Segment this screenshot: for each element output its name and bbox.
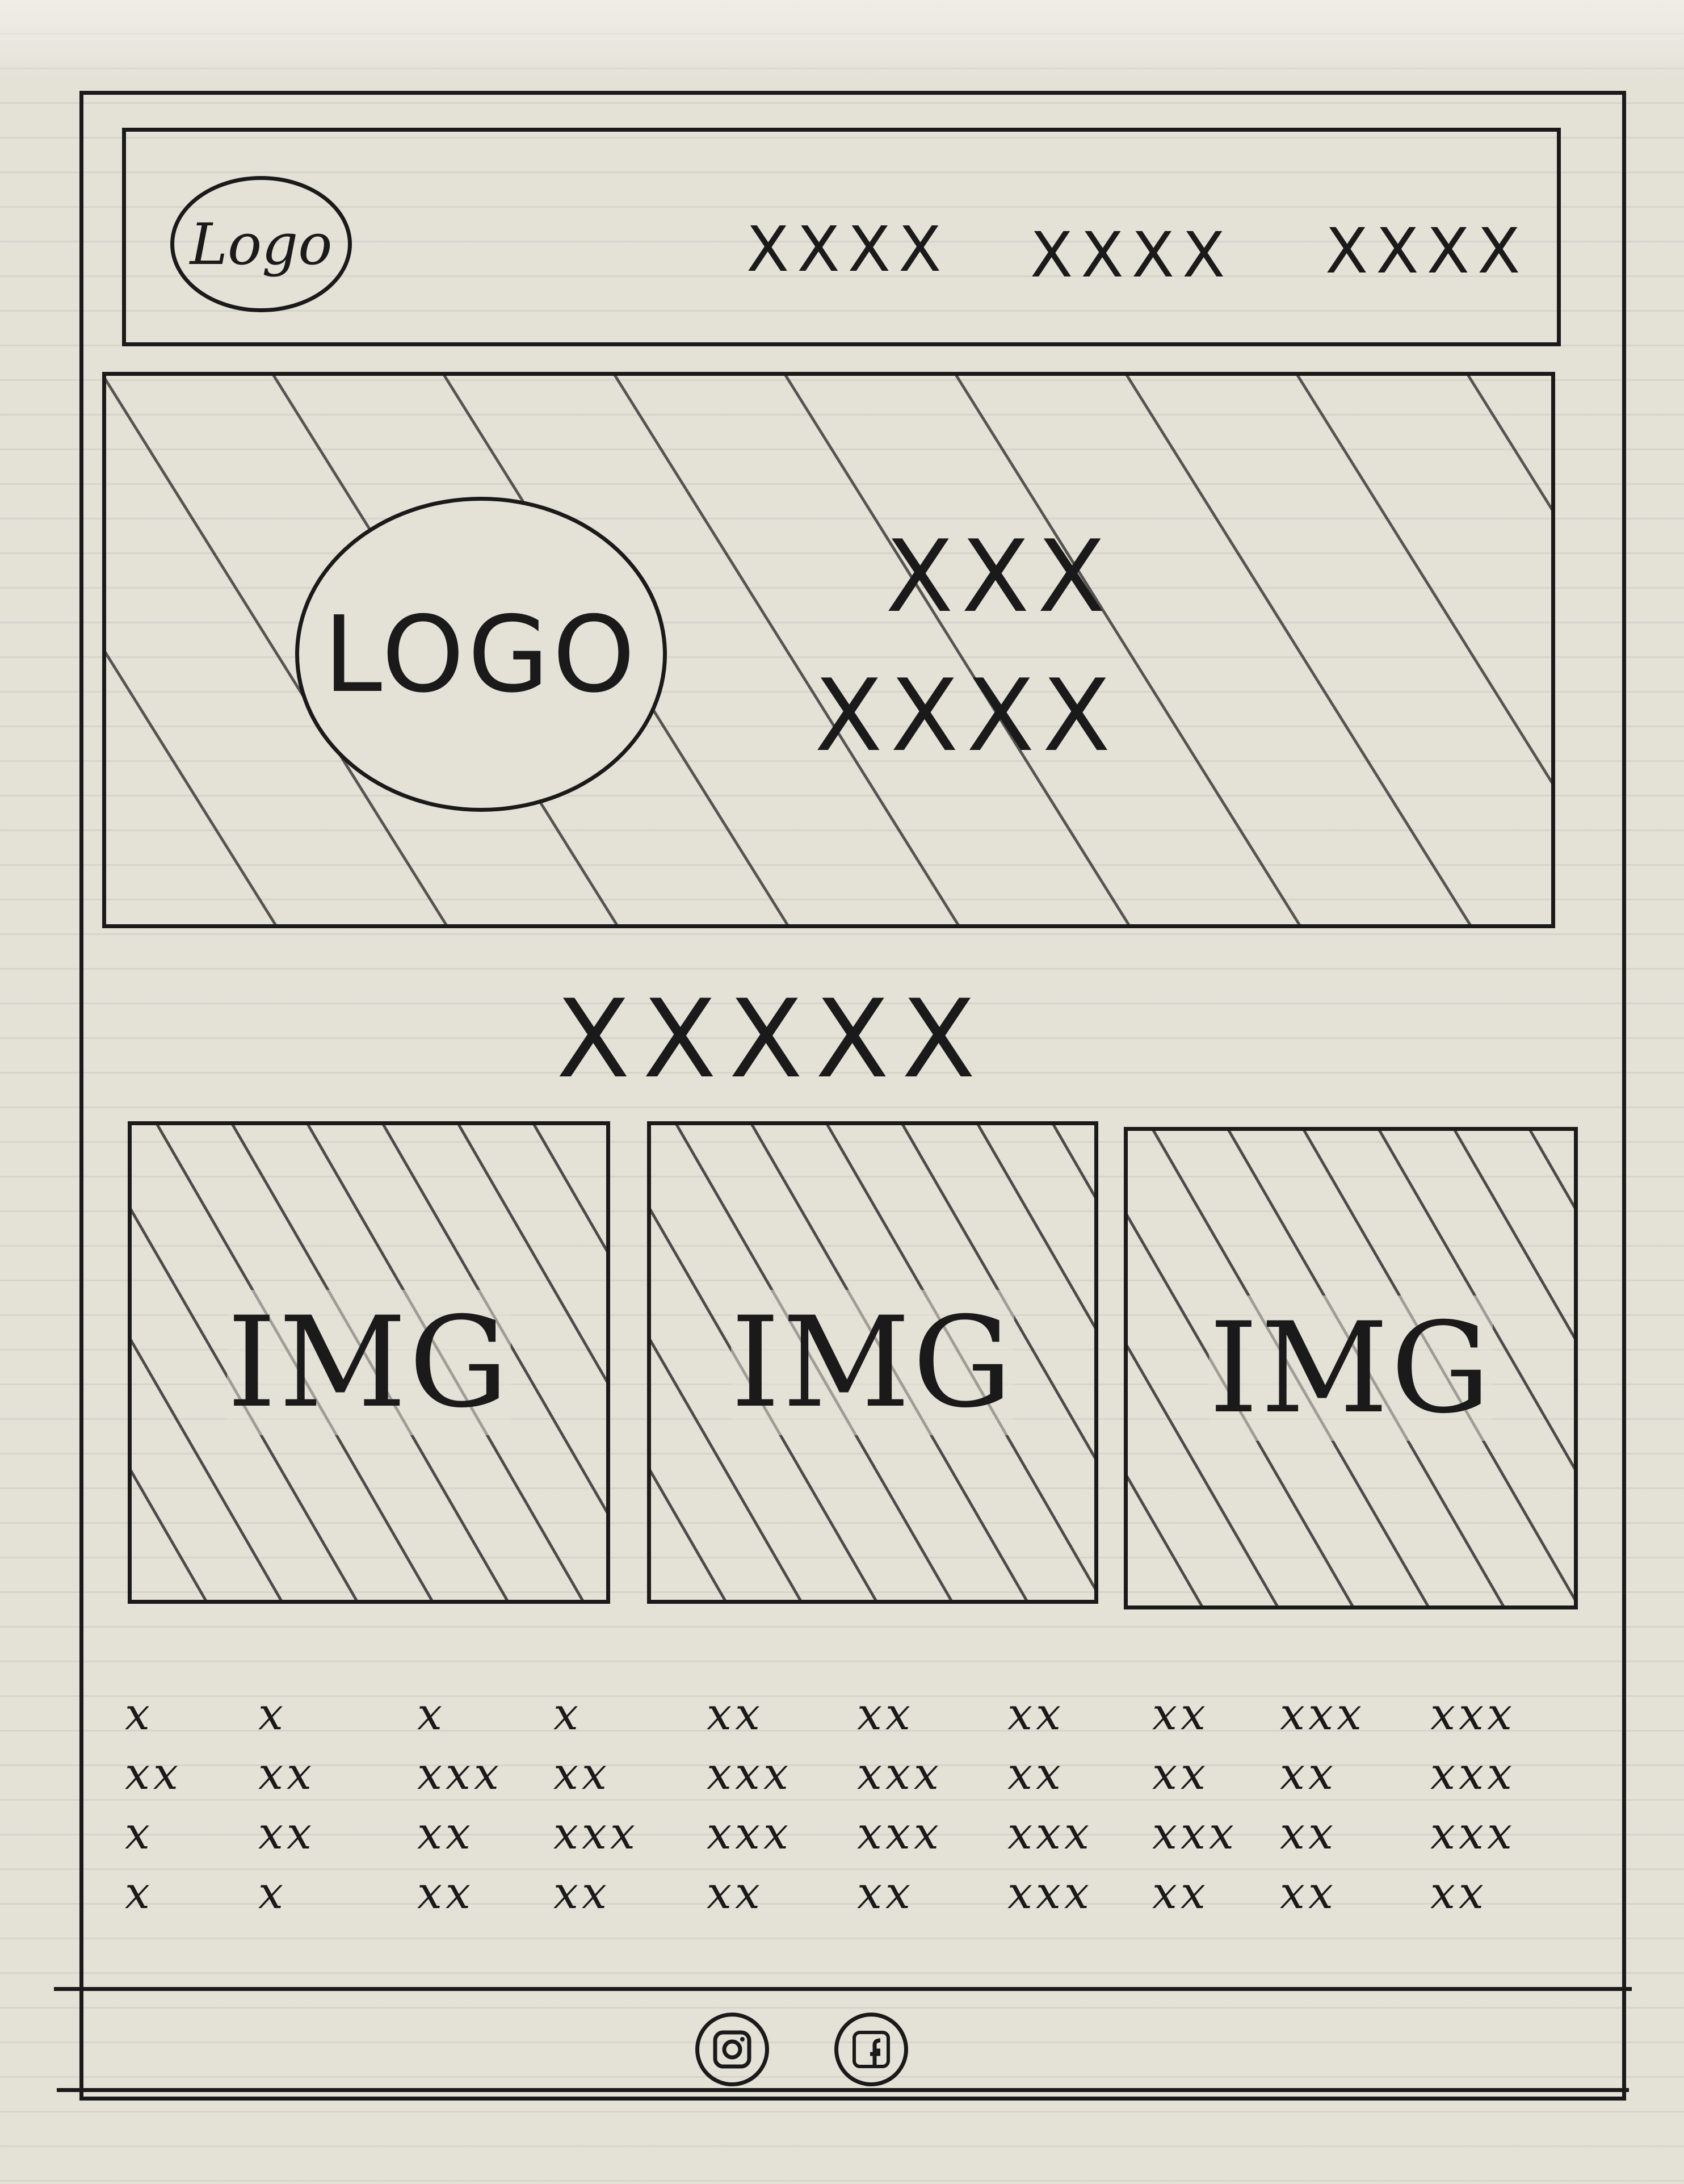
- grid-cell: x: [258, 1868, 287, 1919]
- grid-cell: x: [417, 1689, 446, 1740]
- grid-cell: xx: [1007, 1749, 1064, 1800]
- grid-cell: xxx: [857, 1749, 942, 1800]
- grid-cell: xx: [1152, 1749, 1209, 1800]
- grid-cell: xx: [417, 1808, 474, 1859]
- footer-bottom-line: [57, 2088, 1629, 2092]
- grid-cell: xxx: [1152, 1808, 1237, 1859]
- instagram-icon[interactable]: [695, 2013, 769, 2086]
- facebook-glyph: [853, 2031, 890, 2068]
- grid-cell: xx: [1430, 1868, 1487, 1919]
- grid-cell: xxx: [707, 1808, 792, 1859]
- header-bar: [122, 128, 1561, 346]
- gallery-image-2[interactable]: IMG: [647, 1121, 1098, 1604]
- gallery-image-2-label: IMG: [730, 1290, 1015, 1435]
- grid-cell: xxx: [857, 1808, 942, 1859]
- footer-divider: [54, 1987, 1632, 1991]
- grid-cell: x: [125, 1868, 153, 1919]
- nav-item-3[interactable]: XXXX: [1325, 215, 1528, 287]
- hero-logo-text: LOGO: [323, 593, 639, 716]
- section-title: XXXXX: [556, 976, 988, 1102]
- header-logo[interactable]: Logo: [170, 176, 352, 312]
- grid-cell: xxx: [1430, 1749, 1515, 1800]
- hero-logo: LOGO: [295, 497, 667, 812]
- gallery-image-3[interactable]: IMG: [1124, 1127, 1578, 1609]
- gallery-image-1[interactable]: IMG: [128, 1121, 610, 1604]
- grid-cell: xx: [417, 1868, 474, 1919]
- instagram-glyph: [713, 2030, 751, 2069]
- grid-cell: x: [125, 1689, 153, 1740]
- grid-cell: x: [258, 1689, 287, 1740]
- grid-cell: xx: [258, 1749, 315, 1800]
- grid-cell: xx: [125, 1749, 182, 1800]
- hero-heading-line-1: XXX: [885, 519, 1114, 635]
- page-frame: [79, 91, 1626, 2101]
- header-logo-text: Logo: [190, 211, 333, 278]
- grid-cell: xx: [258, 1808, 315, 1859]
- grid-cell: xx: [707, 1868, 763, 1919]
- grid-cell: xxx: [1280, 1689, 1365, 1740]
- nav-item-2[interactable]: XXXX: [1030, 219, 1233, 291]
- grid-cell: x: [125, 1808, 153, 1859]
- grid-cell: xxx: [707, 1749, 792, 1800]
- grid-cell: xx: [857, 1689, 914, 1740]
- grid-cell: xx: [1152, 1689, 1209, 1740]
- grid-cell: xxx: [417, 1749, 502, 1800]
- nav-item-1[interactable]: XXXX: [746, 213, 950, 286]
- grid-cell: xx: [707, 1689, 763, 1740]
- grid-cell: x: [553, 1689, 582, 1740]
- grid-cell: xx: [553, 1868, 610, 1919]
- grid-cell: xx: [1280, 1868, 1337, 1919]
- grid-cell: xx: [857, 1868, 914, 1919]
- grid-cell: xxx: [1007, 1868, 1093, 1919]
- grid-cell: xxx: [1430, 1689, 1515, 1740]
- grid-cell: xx: [1007, 1689, 1064, 1740]
- facebook-icon[interactable]: [834, 2013, 908, 2086]
- grid-cell: xxx: [553, 1808, 639, 1859]
- grid-cell: xx: [1280, 1808, 1337, 1859]
- gallery-image-1-label: IMG: [227, 1290, 511, 1435]
- grid-cell: xx: [1280, 1749, 1337, 1800]
- paper-edge: [0, 0, 1684, 85]
- grid-cell: xxx: [1007, 1808, 1093, 1859]
- grid-cell: xx: [553, 1749, 610, 1800]
- hero-heading-line-2: XXXX: [814, 659, 1119, 774]
- gallery-image-3-label: IMG: [1209, 1296, 1493, 1441]
- grid-cell: xx: [1152, 1868, 1209, 1919]
- grid-cell: xxx: [1430, 1808, 1515, 1859]
